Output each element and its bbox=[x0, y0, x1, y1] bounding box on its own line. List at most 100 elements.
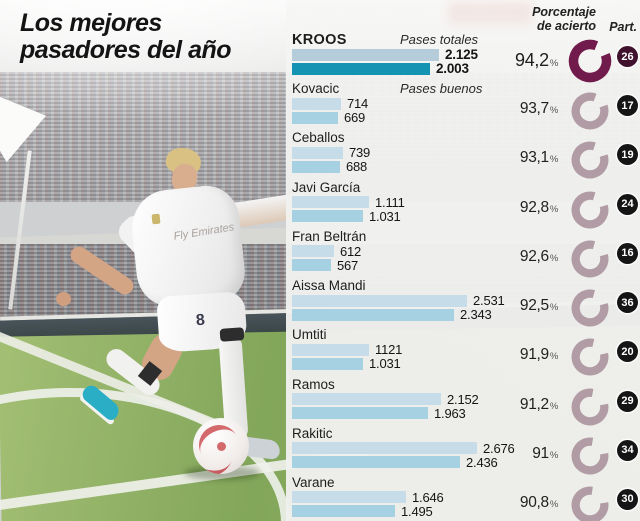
title-line-2: pasadores del año bbox=[20, 36, 232, 64]
title-line-1: Los mejores bbox=[20, 9, 162, 37]
accuracy-donut bbox=[571, 289, 609, 327]
player-row: Javi García 1.111 1.031 92,8% 24 bbox=[292, 179, 640, 229]
matches-badge: 17 bbox=[617, 95, 638, 117]
accuracy-percent-number: 93,7 bbox=[519, 100, 549, 118]
player-name-line: Varane bbox=[292, 475, 640, 490]
player-name-line: Umtiti bbox=[292, 328, 640, 342]
accuracy-donut-ring bbox=[571, 289, 609, 327]
player-row: Ceballos 739 688 93,1% 19 bbox=[292, 131, 640, 179]
good-passes-line: 567 bbox=[292, 258, 640, 273]
total-passes-value: 2.125 bbox=[445, 47, 478, 62]
accuracy-donut-ring bbox=[571, 486, 609, 521]
accuracy-donut bbox=[571, 388, 609, 426]
total-passes-value: 1.646 bbox=[412, 489, 444, 505]
accuracy-header-line-2: de acierto bbox=[536, 18, 596, 33]
accuracy-donut-ring bbox=[571, 92, 609, 130]
accuracy-donut bbox=[571, 240, 609, 278]
matches-badge: 29 bbox=[617, 390, 638, 412]
player-row: Rakitic 2.676 2.436 91% 34 bbox=[292, 425, 640, 475]
total-passes-line: 714 bbox=[292, 96, 640, 112]
total-passes-line: 1.111 bbox=[292, 194, 640, 210]
sock-band-right bbox=[219, 327, 245, 342]
total-passes-line: 1.646 bbox=[292, 489, 640, 505]
accuracy-donut bbox=[571, 338, 609, 376]
good-passes-bar bbox=[292, 456, 460, 469]
good-passes-line: 1.963 bbox=[292, 405, 640, 421]
accuracy-percent-number: 91,9 bbox=[519, 346, 549, 364]
total-passes-value: 2.676 bbox=[483, 440, 515, 456]
total-passes-value: 1.111 bbox=[375, 194, 405, 210]
good-passes-line: 688 bbox=[292, 159, 640, 175]
player-row: Umtiti 1121 1.031 91,9% 20 bbox=[292, 328, 640, 376]
good-passes-value: 688 bbox=[346, 159, 368, 175]
total-passes-bar bbox=[292, 245, 334, 258]
player-left-hand bbox=[56, 292, 71, 306]
total-passes-line: 2.531 bbox=[292, 293, 640, 308]
good-passes-value: 1.495 bbox=[401, 503, 433, 519]
total-passes-value: 612 bbox=[340, 243, 362, 259]
player-name-line: Ceballos bbox=[292, 131, 640, 145]
total-passes-bar bbox=[292, 393, 441, 406]
accuracy-percent: 94,2% bbox=[515, 50, 558, 71]
accuracy-header-line-1: Porcentaje bbox=[532, 5, 596, 19]
good-passes-value: 2.436 bbox=[466, 454, 498, 470]
good-passes-value: 669 bbox=[344, 110, 366, 126]
accuracy-percent: 91,2% bbox=[520, 396, 558, 414]
player-row: Aissa Mandi 2.531 2.343 92,5% 36 bbox=[292, 279, 640, 327]
accuracy-percent: 92,8% bbox=[520, 199, 558, 217]
ball-pattern bbox=[217, 442, 226, 451]
good-passes-value: 1.963 bbox=[434, 405, 466, 421]
player-name: Fran Beltrán bbox=[292, 228, 367, 244]
total-passes-line: 739 bbox=[292, 145, 640, 161]
percent-sign: % bbox=[549, 105, 558, 117]
total-passes-line: 2.125 bbox=[292, 47, 640, 62]
percent-sign: % bbox=[549, 203, 558, 215]
player-name-line: Fran Beltrán bbox=[292, 228, 640, 244]
total-passes-line: 1121 bbox=[292, 342, 640, 358]
good-passes-value: 1.031 bbox=[369, 208, 401, 224]
good-passes-line: 2.343 bbox=[292, 307, 640, 323]
player-name-line: Rakitic bbox=[292, 425, 640, 441]
player-name: Aissa Mandi bbox=[292, 278, 366, 294]
player-name: Kovacic bbox=[292, 81, 340, 97]
page-title: Los mejores pasadores del año bbox=[20, 9, 232, 64]
accuracy-percent-number: 91 bbox=[532, 444, 549, 462]
matches-badge: 34 bbox=[617, 439, 638, 461]
accuracy-percent: 93,1% bbox=[520, 149, 558, 167]
total-passes-value: 1121 bbox=[375, 342, 403, 358]
player-row: KROOS Pases totales 2.125 2.003 94,2% 26 bbox=[292, 33, 640, 83]
good-passes-line: 2.436 bbox=[292, 454, 640, 470]
player-name: Ramos bbox=[292, 376, 335, 392]
percent-sign: % bbox=[549, 400, 558, 412]
football bbox=[193, 418, 249, 474]
percent-sign: % bbox=[549, 252, 558, 264]
player-row: Ramos 2.152 1.963 91,2% 29 bbox=[292, 376, 640, 426]
player-name: Rakitic bbox=[292, 425, 333, 441]
accuracy-percent-number: 92,6 bbox=[519, 247, 549, 265]
accuracy-percent: 90,8% bbox=[520, 494, 558, 512]
accuracy-donut-ring bbox=[568, 39, 612, 83]
total-passes-value: 739 bbox=[349, 145, 371, 161]
good-passes-value: 2.343 bbox=[460, 307, 492, 323]
percent-sign: % bbox=[549, 58, 558, 69]
good-passes-line: 2.003 bbox=[292, 61, 640, 76]
good-passes-value: 1.031 bbox=[369, 356, 401, 372]
player-name-line: Kovacic Pases buenos bbox=[292, 82, 640, 96]
matches-column-header: Part. bbox=[609, 20, 637, 34]
good-passes-bar bbox=[292, 259, 331, 272]
player-name-line: Aissa Mandi bbox=[292, 279, 640, 293]
club-crest bbox=[151, 213, 161, 225]
accuracy-percent: 91,9% bbox=[520, 346, 558, 364]
player-name-line: Ramos bbox=[292, 376, 640, 392]
accuracy-donut bbox=[568, 39, 612, 83]
matches-badge: 24 bbox=[617, 193, 638, 215]
accuracy-donut-ring bbox=[571, 191, 609, 229]
player-name: Javi García bbox=[292, 179, 361, 195]
matches-badge: 30 bbox=[617, 488, 638, 510]
accuracy-donut bbox=[571, 486, 609, 521]
accuracy-donut bbox=[571, 92, 609, 130]
accuracy-donut bbox=[571, 141, 609, 179]
percent-sign: % bbox=[549, 498, 558, 510]
total-passes-value: 714 bbox=[347, 96, 369, 112]
